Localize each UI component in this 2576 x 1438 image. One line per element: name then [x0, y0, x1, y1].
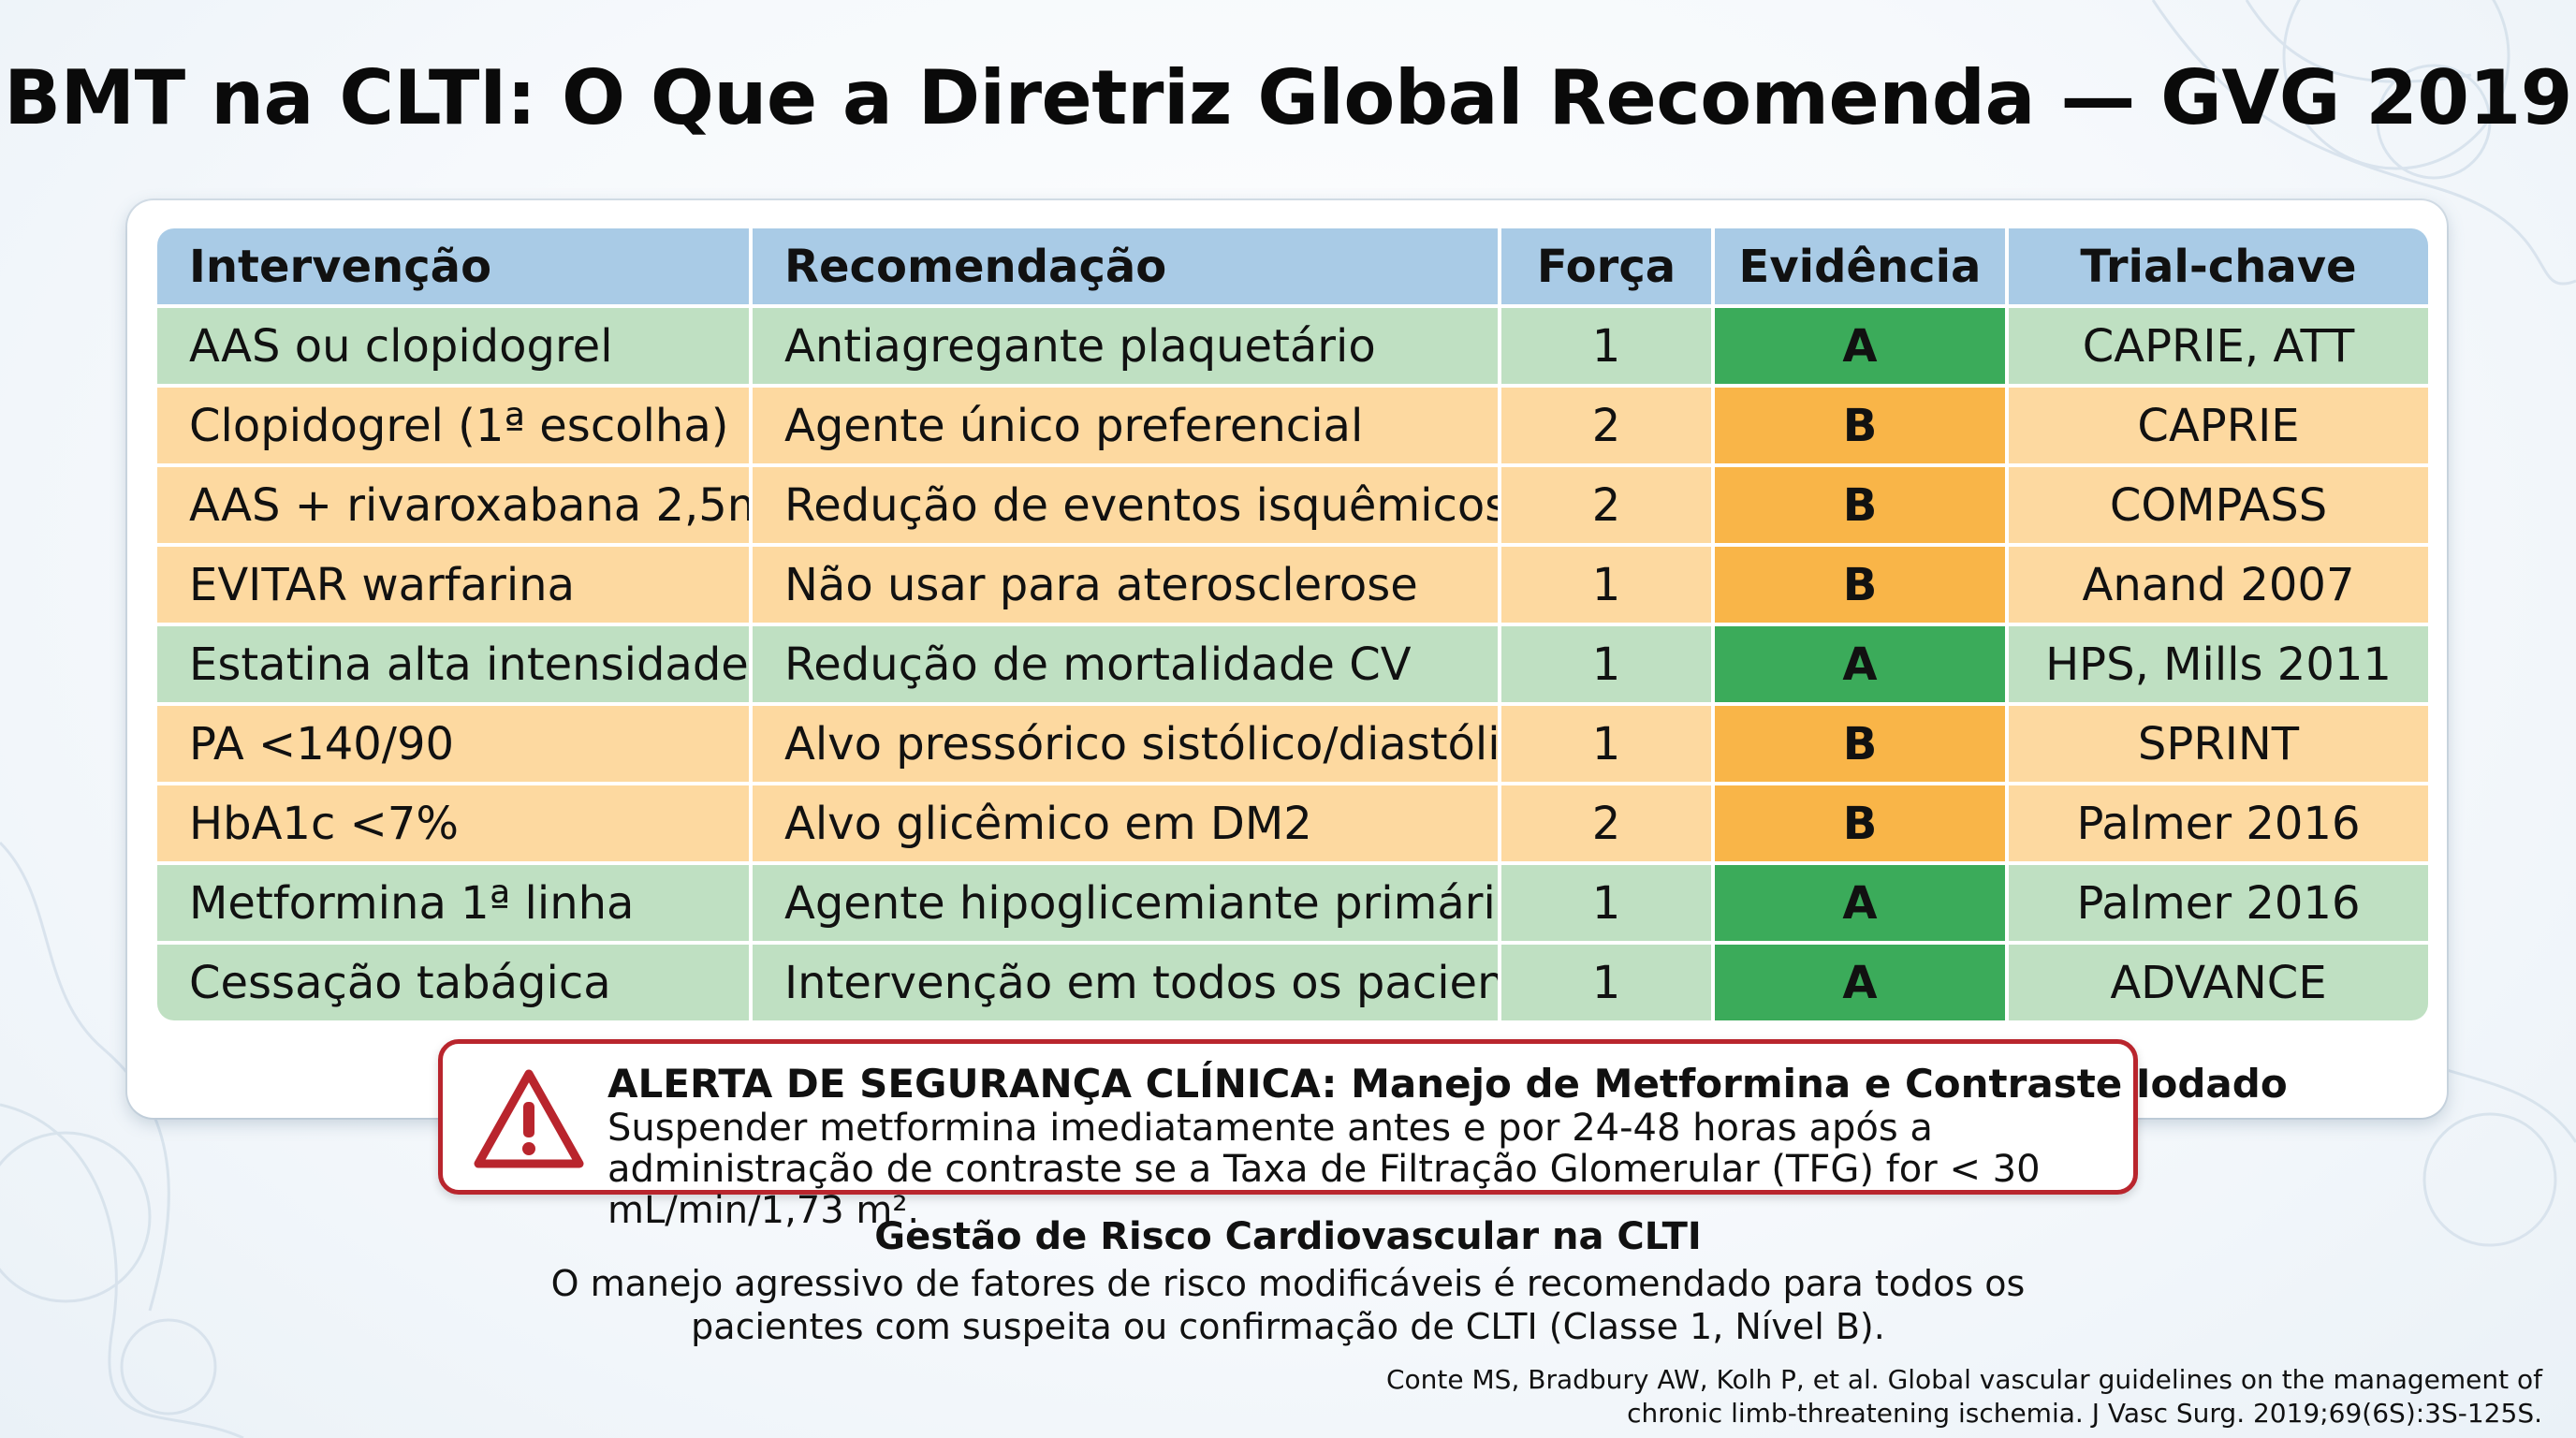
trial-cell: CAPRIE, ATT	[2009, 308, 2428, 384]
citation: Conte MS, Bradbury AW, Kolh P, et al. Gl…	[1232, 1363, 2542, 1431]
table-row: HbA1c <7% Alvo glicêmico em DM2 2 B Palm…	[157, 785, 2428, 861]
column-header-evidence: Evidência	[1715, 228, 2005, 304]
table-row: Estatina alta intensidade Redução de mor…	[157, 626, 2428, 702]
strength-cell: 1	[1501, 945, 1711, 1020]
citation-line-2: chronic limb-threatening ischemia. J Vas…	[1627, 1398, 2542, 1429]
table-row: AAS ou clopidogrel Antiagregante plaquet…	[157, 308, 2428, 384]
intervention-cell: Cessação tabágica	[157, 945, 749, 1020]
evidence-cell: A	[1715, 308, 2005, 384]
trial-cell: CAPRIE	[2009, 388, 2428, 463]
intervention-cell: Estatina alta intensidade	[157, 626, 749, 702]
recommendation-cell: Intervenção em todos os pacientes	[753, 945, 1498, 1020]
strength-cell: 2	[1501, 785, 1711, 861]
evidence-cell: B	[1715, 706, 2005, 782]
warning-triangle-icon	[474, 1069, 584, 1168]
recommendation-cell: Redução de mortalidade CV	[753, 626, 1498, 702]
intervention-cell: AAS + rivaroxabana 2,5mg	[157, 467, 749, 543]
recommendation-cell: Agente hipoglicemiante primário	[753, 865, 1498, 941]
evidence-cell: B	[1715, 785, 2005, 861]
recommendation-cell: Alvo pressórico sistólico/diastólico	[753, 706, 1498, 782]
strength-cell: 2	[1501, 467, 1711, 543]
intervention-cell: HbA1c <7%	[157, 785, 749, 861]
table-row: Cessação tabágica Intervenção em todos o…	[157, 945, 2428, 1020]
strength-cell: 2	[1501, 388, 1711, 463]
recommendation-table: Intervenção Recomendação Força Evidência…	[154, 225, 2432, 1024]
table-card: Intervenção Recomendação Força Evidência…	[127, 200, 2447, 1118]
table-row: Clopidogrel (1ª escolha) Agente único pr…	[157, 388, 2428, 463]
recommendation-cell: Alvo glicêmico em DM2	[753, 785, 1498, 861]
strength-cell: 1	[1501, 547, 1711, 623]
trial-cell: HPS, Mills 2011	[2009, 626, 2428, 702]
intervention-cell: Clopidogrel (1ª escolha)	[157, 388, 749, 463]
table-row: EVITAR warfarina Não usar para ateroscle…	[157, 547, 2428, 623]
table-row: PA <140/90 Alvo pressórico sistólico/dia…	[157, 706, 2428, 782]
trial-cell: ADVANCE	[2009, 945, 2428, 1020]
intervention-cell: Metformina 1ª linha	[157, 865, 749, 941]
recommendation-cell: Redução de eventos isquêmicos	[753, 467, 1498, 543]
trial-cell: Palmer 2016	[2009, 865, 2428, 941]
column-header-intervention: Intervenção	[157, 228, 749, 304]
evidence-cell: B	[1715, 467, 2005, 543]
trial-cell: SPRINT	[2009, 706, 2428, 782]
summary-body: O manejo agressivo de fatores de risco m…	[550, 1263, 2026, 1347]
strength-cell: 1	[1501, 706, 1711, 782]
column-header-strength: Força	[1501, 228, 1711, 304]
evidence-cell: A	[1715, 626, 2005, 702]
evidence-cell: B	[1715, 388, 2005, 463]
strength-cell: 1	[1501, 308, 1711, 384]
page-title: BMT na CLTI: O Que a Diretriz Global Rec…	[4, 54, 2572, 141]
safety-alert-box: ALERTA DE SEGURANÇA CLÍNICA: Manejo de M…	[438, 1039, 2288, 1231]
table-row: AAS + rivaroxabana 2,5mg Redução de even…	[157, 467, 2428, 543]
trial-cell: COMPASS	[2009, 467, 2428, 543]
strength-cell: 1	[1501, 865, 1711, 941]
evidence-cell: B	[1715, 547, 2005, 623]
column-header-recommendation: Recomendação	[753, 228, 1498, 304]
trial-cell: Anand 2007	[2009, 547, 2428, 623]
trial-cell: Palmer 2016	[2009, 785, 2428, 861]
evidence-cell: A	[1715, 945, 2005, 1020]
summary-title: Gestão de Risco Cardiovascular na CLTI	[874, 1215, 1702, 1258]
recommendation-cell: Antiagregante plaquetário	[753, 308, 1498, 384]
recommendation-cell: Não usar para aterosclerose	[753, 547, 1498, 623]
table-header-row: Intervenção Recomendação Força Evidência…	[157, 228, 2428, 304]
intervention-cell: PA <140/90	[157, 706, 749, 782]
recommendation-cell: Agente único preferencial	[753, 388, 1498, 463]
alert-body: Suspender metformina imediatamente antes…	[607, 1107, 2041, 1232]
column-header-trial: Trial-chave	[2009, 228, 2428, 304]
table-row: Metformina 1ª linha Agente hipoglicemian…	[157, 865, 2428, 941]
intervention-cell: AAS ou clopidogrel	[157, 308, 749, 384]
evidence-cell: A	[1715, 865, 2005, 941]
intervention-cell: EVITAR warfarina	[157, 547, 749, 623]
alert-title: ALERTA DE SEGURANÇA CLÍNICA: Manejo de M…	[607, 1061, 2288, 1107]
citation-line-1: Conte MS, Bradbury AW, Kolh P, et al. Gl…	[1385, 1364, 2542, 1395]
strength-cell: 1	[1501, 626, 1711, 702]
